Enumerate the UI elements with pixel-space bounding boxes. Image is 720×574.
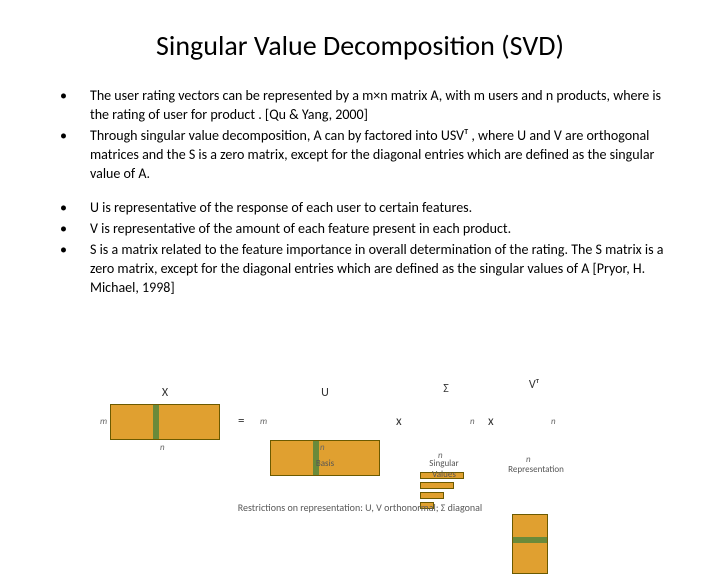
dim-m: m (260, 416, 267, 427)
bullet-item: • The user rating vectors can be represe… (56, 87, 664, 125)
bullet-item: • S is a matrix related to the feature i… (56, 241, 664, 298)
matrix-label-u: U (315, 386, 335, 400)
caption-representation: Representation (496, 464, 576, 475)
bullet-item: • V is representative of the amount of e… (56, 220, 664, 239)
bullet-item: • U is representative of the response of… (56, 199, 664, 218)
sigma-bar (420, 482, 454, 489)
times-sign: x (396, 414, 402, 429)
times-sign: x (488, 414, 494, 429)
bullet-marker: • (56, 199, 90, 218)
bullet-text: The user rating vectors can be represent… (90, 87, 664, 125)
matrix-label-vt: Vᵀ (522, 378, 546, 392)
dim-n: n (160, 442, 165, 453)
matrix-label-sigma: Σ (436, 382, 456, 396)
bullet-list: • The user rating vectors can be represe… (56, 87, 664, 298)
matrix-vt-stripe (513, 537, 547, 543)
matrix-label-x: X (155, 386, 175, 400)
matrix-x (110, 404, 220, 440)
bullet-marker: • (56, 127, 90, 184)
bullet-marker: • (56, 87, 90, 125)
bullet-text: V is representative of the amount of eac… (90, 220, 664, 239)
dim-n: n (551, 416, 556, 427)
slide-title: Singular Value Decomposition (SVD) (56, 28, 664, 63)
bullet-text: Through singular value decomposition, A … (90, 127, 664, 184)
bullet-marker: • (56, 220, 90, 239)
caption-singular-values: Singular Values (416, 458, 472, 480)
dim-n: n (320, 442, 325, 453)
matrix-x-stripe (153, 405, 159, 439)
dim-n: n (470, 416, 475, 427)
dim-m: m (100, 416, 107, 427)
caption-basis: Basis (300, 458, 350, 469)
matrix-vt (512, 514, 548, 574)
bullet-item: • Through singular value decomposition, … (56, 127, 664, 184)
equals-sign: = (238, 414, 244, 429)
bullet-marker: • (56, 241, 90, 298)
bullet-text: U is representative of the response of e… (90, 199, 664, 218)
bullet-text: S is a matrix related to the feature imp… (90, 241, 664, 298)
svd-diagram: X n m = U m n Basis x Σ n n Singular Val… (100, 386, 620, 496)
sigma-bar (420, 492, 444, 499)
footer-restrictions: Restrictions on representation: U, V ort… (238, 501, 482, 514)
